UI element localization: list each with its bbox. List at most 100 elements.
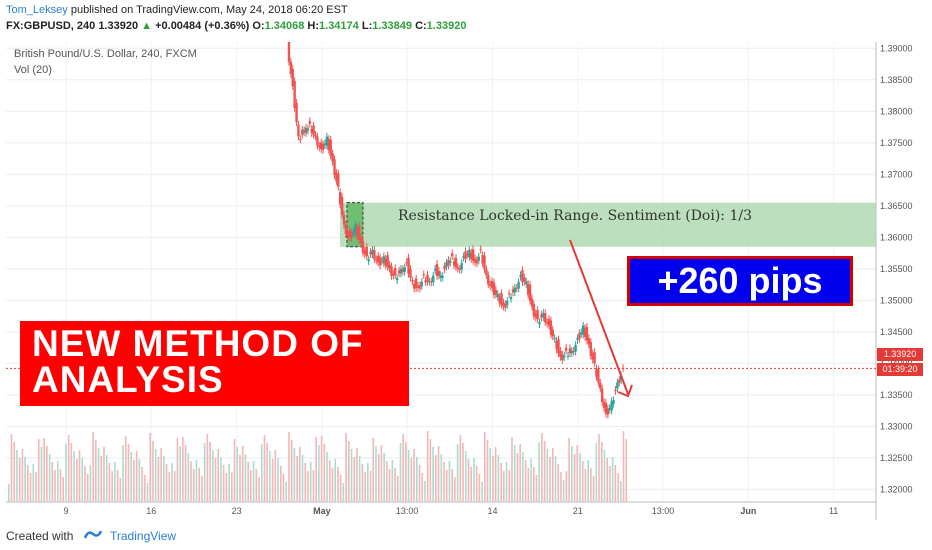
volume-bar	[541, 433, 543, 502]
candle-body	[297, 124, 300, 137]
volume-bar	[405, 442, 407, 502]
candle-body	[325, 136, 329, 146]
volume-bar	[320, 436, 323, 502]
candle-body	[447, 260, 450, 266]
volume-bar	[312, 470, 315, 502]
volume-bar	[141, 467, 143, 502]
candle-body	[597, 369, 600, 383]
volume-bar	[111, 471, 113, 502]
candle-body	[481, 254, 484, 264]
legend-title: British Pound/U.S. Dollar, 240, FXCM	[14, 48, 197, 60]
candle-body	[289, 61, 293, 74]
candle-body	[405, 262, 408, 264]
volume-bar	[108, 463, 111, 502]
x-tick-label: 13:00	[652, 506, 675, 516]
candle-body	[545, 322, 549, 324]
x-tick-label: 13:00	[396, 506, 419, 516]
candle-body	[299, 139, 302, 141]
legend-volume: Vol (20)	[14, 64, 52, 76]
candle-body	[340, 197, 344, 215]
symbol-label: FX:GBPUSD, 240	[6, 20, 96, 32]
close-value: 1.33920	[426, 20, 467, 32]
x-tick-label: May	[313, 506, 331, 516]
x-tick-label: 9	[63, 506, 68, 516]
candle-body	[600, 388, 604, 403]
volume-bar	[122, 445, 124, 502]
publish-line: Tom_Leksey published on TradingView.com,…	[6, 4, 348, 16]
candle-body	[468, 249, 471, 258]
candle-body	[422, 274, 425, 276]
candle-body	[464, 251, 467, 260]
candle-body	[506, 300, 509, 305]
volume-bar	[127, 444, 130, 502]
volume-bar	[114, 462, 116, 502]
volume-bar	[609, 466, 611, 502]
y-tick-label: 1.37000	[880, 169, 913, 179]
volume-bar	[152, 441, 154, 502]
volume-bar	[348, 441, 350, 502]
candle-body	[337, 173, 340, 187]
volume-bar	[568, 438, 570, 502]
candle-body	[401, 268, 405, 272]
candle-body	[551, 329, 555, 337]
x-tick-label: 16	[146, 506, 156, 516]
volume-bar	[511, 437, 513, 502]
volume-bar	[614, 465, 617, 502]
candle-body	[585, 326, 589, 341]
volume-bar	[375, 446, 377, 502]
volume-bar	[576, 445, 579, 502]
volume-bar	[535, 475, 538, 502]
tradingview-brand[interactable]: TradingView	[110, 529, 177, 543]
volume-bar	[464, 451, 467, 502]
candle-body	[435, 263, 439, 276]
volume-bar	[29, 473, 32, 502]
author-link[interactable]: Tom_Leksey	[6, 4, 68, 16]
volume-bar	[86, 474, 89, 502]
candle-body	[344, 224, 348, 234]
high-label: H:	[307, 20, 320, 32]
volume-bar	[54, 470, 56, 502]
volume-bar	[581, 461, 584, 502]
candle-body	[424, 280, 427, 283]
candle-body	[492, 282, 496, 295]
volume-bar	[394, 468, 396, 502]
volume-bar	[301, 455, 304, 502]
volume-bar	[552, 448, 554, 502]
volume-bar	[76, 459, 78, 502]
volume-bar	[184, 445, 187, 502]
volume-bar	[590, 468, 592, 502]
volume-bar	[258, 477, 260, 502]
volume-bar	[239, 455, 241, 502]
candle-body	[293, 81, 296, 108]
candle-body	[483, 255, 486, 270]
volume-bar	[377, 454, 380, 502]
volume-bar	[318, 445, 320, 502]
volume-bar	[470, 467, 472, 502]
volume-bar	[454, 477, 456, 502]
volume-bar	[282, 474, 285, 502]
volume-bar	[456, 444, 459, 502]
candle-body	[350, 232, 353, 239]
candle-body	[316, 136, 319, 146]
candle-body	[382, 256, 386, 264]
volume-bar	[35, 472, 37, 502]
candle-body	[456, 267, 460, 269]
volume-bar	[573, 454, 576, 502]
candle-body	[357, 226, 361, 240]
candle-body	[578, 333, 581, 340]
candle-body	[475, 260, 479, 264]
volume-bar	[579, 453, 581, 502]
candle-body	[547, 318, 551, 326]
volume-bar	[315, 437, 317, 502]
candle-body	[462, 256, 465, 258]
volume-bar	[288, 432, 290, 502]
volume-bar	[396, 476, 399, 502]
volume-bar	[84, 466, 86, 502]
volume-bar	[201, 476, 203, 502]
volume-bar	[231, 472, 233, 502]
x-tick-label: 14	[487, 506, 497, 516]
candle-body	[418, 285, 422, 289]
candle-body	[443, 265, 446, 270]
candle-body	[390, 266, 393, 276]
y-tick-label: 1.35000	[880, 295, 913, 305]
